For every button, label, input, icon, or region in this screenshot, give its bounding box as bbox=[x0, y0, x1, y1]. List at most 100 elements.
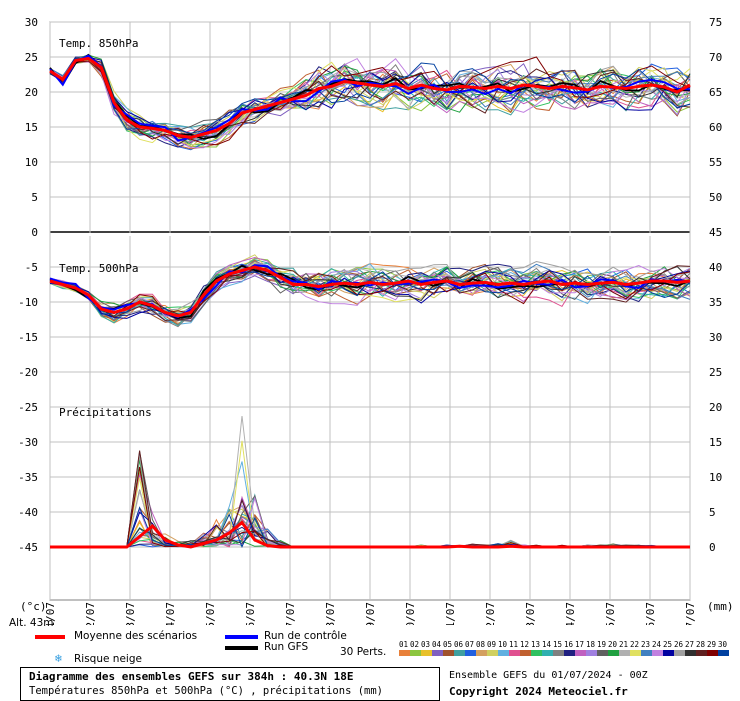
x-tick: 04/07 bbox=[164, 602, 177, 625]
pert-number: 22 bbox=[630, 640, 640, 649]
x-tick: 05/07 bbox=[204, 602, 217, 625]
mean-label: Moyenne des scénarios bbox=[74, 630, 198, 642]
gfs-swatch bbox=[225, 646, 258, 650]
x-tick: 12/07 bbox=[484, 602, 497, 625]
y-right-tick: 55 bbox=[709, 156, 722, 169]
y-right-tick: 0 bbox=[709, 541, 716, 554]
panel-label-precip: Précipitations bbox=[59, 406, 152, 419]
pert-number: 04 bbox=[432, 640, 442, 649]
y-left-tick: 0 bbox=[31, 226, 38, 239]
y-left-tick: -35 bbox=[18, 471, 38, 484]
control-line-850 bbox=[49, 54, 691, 142]
pert-number: 18 bbox=[586, 640, 596, 649]
chart-title: Diagramme des ensembles GEFS sur 384h : … bbox=[29, 670, 354, 683]
y-right-tick: 70 bbox=[709, 51, 722, 64]
pert-color-swatch bbox=[410, 650, 421, 656]
x-tick: 16/07 bbox=[644, 602, 657, 625]
pert-color-swatch bbox=[399, 650, 410, 656]
pert-color-swatch bbox=[564, 650, 575, 656]
panel-label-500: Temp. 500hPa bbox=[59, 262, 138, 275]
y-left-tick: -45 bbox=[18, 541, 38, 554]
pert-number: 09 bbox=[487, 640, 497, 649]
pert-number: 14 bbox=[542, 640, 552, 649]
pert-number: 16 bbox=[564, 640, 574, 649]
pert-color-swatch bbox=[465, 650, 476, 656]
y-right-tick: 30 bbox=[709, 331, 722, 344]
pert-color-swatch bbox=[608, 650, 619, 656]
pert-number: 24 bbox=[652, 640, 662, 649]
pert-color-swatch bbox=[487, 650, 498, 656]
pert-color-swatch bbox=[476, 650, 487, 656]
y-left-tick: -15 bbox=[18, 331, 38, 344]
y-left-tick: 30 bbox=[25, 16, 38, 29]
pert-number: 06 bbox=[454, 640, 464, 649]
pert-color-swatch bbox=[696, 650, 707, 656]
y-right-tick: 15 bbox=[709, 436, 722, 449]
snow-label: Risque neige bbox=[74, 653, 142, 665]
x-tick: 11/07 bbox=[444, 602, 457, 625]
y-right-tick: 25 bbox=[709, 366, 722, 379]
y-left-tick: -25 bbox=[18, 401, 38, 414]
pert-color-swatch bbox=[586, 650, 597, 656]
y-right-tick: 65 bbox=[709, 86, 722, 99]
pert-number: 20 bbox=[608, 640, 618, 649]
pert-number: 19 bbox=[597, 640, 607, 649]
x-tick: 03/07 bbox=[124, 602, 137, 625]
pert-number: 15 bbox=[553, 640, 563, 649]
member-line-850 bbox=[49, 61, 691, 143]
y-left-tick: -40 bbox=[18, 506, 38, 519]
pert-color-swatch bbox=[421, 650, 432, 656]
x-tick: 06/07 bbox=[244, 602, 257, 625]
y-right-tick: 20 bbox=[709, 401, 722, 414]
pert-number: 27 bbox=[685, 640, 695, 649]
y-right-tick: 10 bbox=[709, 471, 722, 484]
x-tick: 13/07 bbox=[524, 602, 537, 625]
x-tick: 15/07 bbox=[604, 602, 617, 625]
y-right-tick: 45 bbox=[709, 226, 722, 239]
pert-color-swatch bbox=[597, 650, 608, 656]
y-right-tick: 60 bbox=[709, 121, 722, 134]
member-line-850 bbox=[49, 56, 691, 146]
pert-number: 13 bbox=[531, 640, 541, 649]
x-tick: 14/07 bbox=[564, 602, 577, 625]
pert-color-swatch bbox=[619, 650, 630, 656]
y-left-tick: -20 bbox=[18, 366, 38, 379]
x-tick: 08/07 bbox=[324, 602, 337, 625]
y-left-tick: 5 bbox=[31, 191, 38, 204]
pert-color-swatch bbox=[685, 650, 696, 656]
pert-number: 03 bbox=[421, 640, 431, 649]
pert-number: 01 bbox=[399, 640, 409, 649]
snowflake-icon: ❄ bbox=[54, 653, 63, 665]
legend: Alt. 43m Moyenne des scénarios Run de co… bbox=[0, 617, 740, 701]
control-swatch bbox=[225, 635, 258, 639]
pert-color-swatch bbox=[432, 650, 443, 656]
panel-label-850: Temp. 850hPa bbox=[59, 37, 138, 50]
pert-number: 05 bbox=[443, 640, 453, 649]
perts-label: 30 Perts. bbox=[340, 646, 387, 658]
y-left-tick: -5 bbox=[25, 261, 38, 274]
x-tick: 09/07 bbox=[364, 602, 377, 625]
pert-color-swatch bbox=[520, 650, 531, 656]
mean-line-500 bbox=[49, 265, 691, 318]
ensemble-label: Ensemble GEFS du 01/07/2024 - 00Z bbox=[449, 670, 648, 681]
y-right-tick: 35 bbox=[709, 296, 722, 309]
pert-color-swatch bbox=[454, 650, 465, 656]
y-right-tick: 50 bbox=[709, 191, 722, 204]
pert-color-swatch bbox=[509, 650, 520, 656]
pert-number: 23 bbox=[641, 640, 651, 649]
pert-number: 28 bbox=[696, 640, 706, 649]
main-series bbox=[49, 53, 691, 549]
pert-number: 17 bbox=[575, 640, 585, 649]
control-label: Run de contrôle bbox=[264, 630, 347, 642]
pert-number: 12 bbox=[520, 640, 530, 649]
pert-number: 02 bbox=[410, 640, 420, 649]
pert-color-swatch bbox=[641, 650, 652, 656]
gfs-label: Run GFS bbox=[264, 641, 309, 653]
y-left-tick: 25 bbox=[25, 51, 38, 64]
chart-subtitle: Températures 850hPa et 500hPa (°C) , pré… bbox=[29, 685, 384, 697]
pert-color-swatch bbox=[663, 650, 674, 656]
pert-color-swatch bbox=[652, 650, 663, 656]
pert-color-swatch bbox=[575, 650, 586, 656]
x-tick: 02/07 bbox=[84, 602, 97, 625]
pert-color-swatch bbox=[674, 650, 685, 656]
